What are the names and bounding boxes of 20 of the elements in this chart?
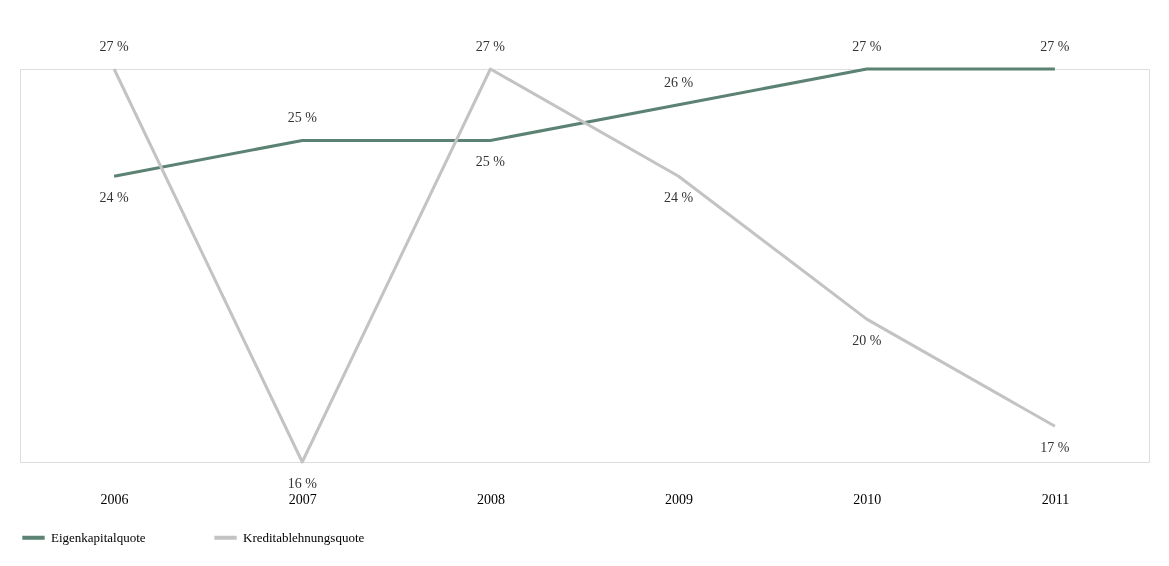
data-label: 27 % [99, 39, 129, 54]
data-label: 16 % [287, 476, 318, 491]
data-label: 24 % [99, 190, 129, 206]
x-tick-label: 2006 [100, 491, 129, 507]
data-label: 26 % [664, 74, 694, 90]
data-label: 27 % [852, 39, 882, 54]
data-label: 27 % [1040, 39, 1070, 54]
x-tick-label: 2008 [476, 491, 505, 507]
data-label: 25 % [287, 110, 318, 126]
legend-label: Eigenkapitalquote [51, 529, 146, 545]
x-tick-label: 2009 [665, 491, 694, 507]
data-label: 27 % [475, 39, 506, 54]
x-tick-label: 2011 [1041, 491, 1070, 507]
data-label: 20 % [852, 333, 882, 349]
data-label: 25 % [475, 154, 506, 170]
x-tick-label: 2007 [288, 491, 317, 507]
legend-label: Kreditablehnungsquote [243, 529, 365, 545]
data-label: 24 % [664, 190, 694, 206]
x-tick-label: 2010 [853, 491, 882, 507]
data-label: 17 % [1040, 440, 1070, 456]
